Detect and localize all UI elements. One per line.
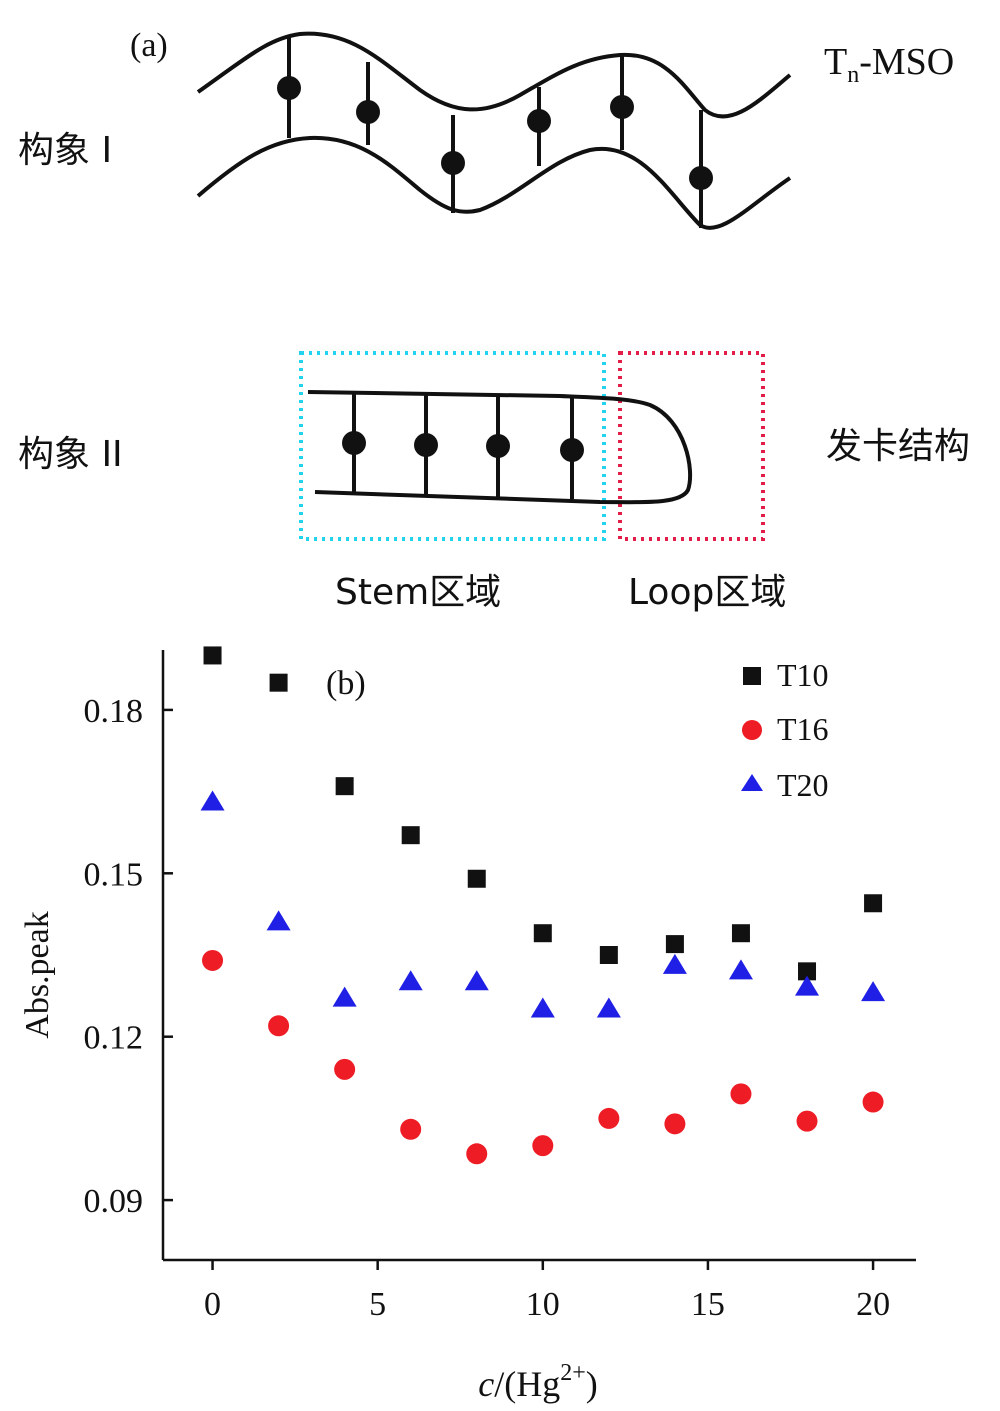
hg-node <box>441 151 465 175</box>
data-point-t20 <box>662 953 687 974</box>
wavy-duplex-diagram <box>196 31 792 230</box>
legend-label-t16: T16 <box>777 711 829 747</box>
hg-node <box>414 433 438 457</box>
panel-b-chart: (b) 0.09 0.12 0.15 0.18 0 5 10 15 20 Abs.peak c… <box>19 646 916 1404</box>
x-tick-label: 5 <box>369 1286 386 1323</box>
hg-node <box>689 166 713 190</box>
data-point-t20 <box>596 997 621 1018</box>
stem-region-box <box>299 351 606 541</box>
data-point-t10 <box>269 673 288 692</box>
tn-mso-title-main: T <box>824 41 847 83</box>
data-point-t20 <box>795 975 820 996</box>
data-point-t10 <box>533 924 552 943</box>
x-tick-label: 15 <box>691 1286 725 1323</box>
data-point-t20 <box>464 970 489 991</box>
data-point-t16 <box>730 1083 752 1105</box>
hairpin-structure-label: 发卡结构 <box>826 426 970 467</box>
tn-mso-title-sub: n <box>847 62 859 88</box>
data-point-t20 <box>728 959 753 980</box>
data-point-t16 <box>598 1107 620 1129</box>
hg-nodes-2 <box>342 431 584 462</box>
tn-mso-title: Tn-MSO <box>824 41 954 88</box>
data-point-t10 <box>401 826 420 845</box>
x-axis-title: c/(Hg2+) <box>478 1360 598 1404</box>
panel-a: (a) Tn-MSO 构象 I 构象 II 发卡结构 <box>18 27 970 613</box>
data-point-t16 <box>862 1091 884 1113</box>
hg-nodes-1 <box>277 76 713 190</box>
hairpin-strand <box>307 390 693 505</box>
x-ticks: 0 5 10 15 20 <box>204 1260 890 1323</box>
y-tick-label: 0.15 <box>84 856 144 893</box>
data-point-t20 <box>266 910 291 931</box>
data-point-t16 <box>400 1118 422 1140</box>
y-tick-label: 0.09 <box>84 1183 144 1220</box>
conformation-2-label: 构象 II <box>18 434 123 475</box>
data-point-t10 <box>599 946 618 964</box>
data-point-t16 <box>334 1058 356 1080</box>
data-point-t20 <box>200 790 225 811</box>
upper-strand <box>196 31 792 119</box>
data-point-t20 <box>398 970 423 991</box>
data-point-t16 <box>202 949 224 971</box>
x-tick-label: 0 <box>204 1286 221 1323</box>
data-point-t10 <box>665 935 684 954</box>
x-tick-label: 20 <box>856 1286 890 1323</box>
data-point-t10 <box>731 924 750 943</box>
data-point-t16 <box>268 1015 290 1037</box>
data-point-t20 <box>861 981 886 1002</box>
x-axis-title-variable: c <box>478 1364 494 1404</box>
data-point-t10 <box>798 962 817 981</box>
data-point-t20 <box>332 986 357 1007</box>
hg-node <box>560 438 584 462</box>
data-point-t16 <box>664 1113 686 1135</box>
y-tick-label: 0.18 <box>84 693 144 730</box>
tn-mso-title-suffix: -MSO <box>859 41 954 83</box>
y-tick-label: 0.12 <box>84 1020 144 1057</box>
hg-node <box>277 76 301 100</box>
legend-label-t10: T10 <box>777 657 829 693</box>
data-point-t16 <box>532 1135 554 1157</box>
data-point-t16 <box>796 1110 818 1132</box>
x-axis-title-charge: 2+ <box>560 1360 586 1386</box>
loop-region-box <box>618 351 765 541</box>
legend-marker-t10 <box>743 667 761 685</box>
data-point-t20 <box>530 997 555 1018</box>
legend: T10 T16 T20 <box>741 657 829 803</box>
x-axis-title-close: ) <box>586 1364 598 1404</box>
data-point-t16 <box>466 1143 488 1165</box>
data-point-t10 <box>203 646 222 665</box>
y-axis-title: Abs.peak <box>19 911 56 1038</box>
loop-region-label: Loop区域 <box>628 572 786 613</box>
panel-b-label: (b) <box>326 665 366 702</box>
conformation-1-label: 构象 I <box>18 130 112 171</box>
hg-node <box>610 95 634 119</box>
hg-node <box>486 434 510 458</box>
x-axis-title-ion: /(Hg <box>494 1364 560 1404</box>
legend-marker-t20 <box>741 774 763 791</box>
legend-marker-t16 <box>742 720 762 740</box>
panel-a-label: (a) <box>130 27 168 64</box>
legend-label-t20: T20 <box>777 767 829 803</box>
hg-node <box>342 431 366 455</box>
hg-node <box>527 109 551 133</box>
y-ticks: 0.09 0.12 0.15 0.18 <box>84 693 173 1220</box>
hg-node <box>356 100 380 124</box>
data-point-t10 <box>467 869 486 888</box>
data-marks <box>200 646 886 1165</box>
data-point-t10 <box>335 777 354 796</box>
stem-region-label: Stem区域 <box>335 572 501 613</box>
data-point-t10 <box>864 894 883 913</box>
x-tick-label: 10 <box>526 1286 560 1323</box>
